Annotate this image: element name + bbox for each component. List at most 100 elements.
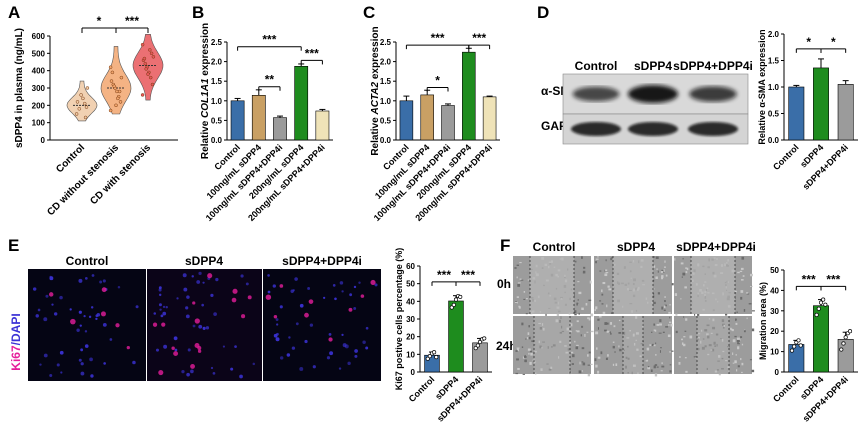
dapi-nucleus xyxy=(299,303,304,308)
cell-texture xyxy=(632,364,636,367)
cell-texture xyxy=(721,339,724,342)
cell-texture xyxy=(653,279,655,282)
panel-label-d: D xyxy=(537,3,549,22)
dapi-nucleus xyxy=(358,281,361,284)
cell-texture xyxy=(730,327,732,330)
cell-texture xyxy=(684,357,687,359)
cell-texture xyxy=(664,296,666,298)
data-point xyxy=(798,343,803,348)
cell-texture xyxy=(737,365,740,368)
cell-texture xyxy=(606,304,608,308)
ki67-positive-cell xyxy=(158,369,164,376)
cell-texture xyxy=(746,317,748,320)
cell-texture xyxy=(597,318,600,321)
dapi-nucleus xyxy=(328,332,332,336)
cell-texture xyxy=(651,343,654,347)
cell-texture xyxy=(601,289,603,293)
cell-texture xyxy=(547,346,549,349)
cell-texture xyxy=(714,370,718,373)
cell-texture xyxy=(721,357,724,360)
dapi-nucleus xyxy=(292,289,295,292)
y-tick-label: 0.0 xyxy=(768,136,780,145)
blot-band-gapdh-lane-2 xyxy=(688,122,738,136)
cell-texture xyxy=(661,365,665,368)
y-tick-label: 0 xyxy=(41,136,46,145)
cell-texture xyxy=(577,299,580,301)
dapi-nucleus xyxy=(187,348,191,352)
scratch-image-1-2 xyxy=(674,316,752,374)
cell-texture xyxy=(528,352,530,355)
cell-texture xyxy=(517,367,520,370)
cell-texture xyxy=(684,286,687,289)
cell-texture xyxy=(653,323,655,326)
cell-texture xyxy=(675,313,678,316)
cell-texture xyxy=(727,346,730,348)
cell-texture xyxy=(612,363,615,366)
cell-texture xyxy=(569,370,571,373)
cell-texture xyxy=(588,299,592,302)
cell-texture xyxy=(597,327,599,330)
cell-texture xyxy=(569,323,573,327)
bar-2 xyxy=(837,84,854,141)
y-tick-label: 100 xyxy=(32,119,46,128)
cell-texture xyxy=(627,357,630,360)
dapi-nucleus xyxy=(245,282,249,286)
significance-label: *** xyxy=(305,46,319,60)
data-point xyxy=(453,297,459,302)
cell-texture xyxy=(636,348,639,351)
cell-texture xyxy=(670,323,673,327)
cell-texture xyxy=(734,290,737,293)
cell-texture xyxy=(531,340,534,343)
cell-texture xyxy=(540,368,543,371)
cell-texture xyxy=(715,333,719,336)
y-axis-title: Migration area (%) xyxy=(758,282,768,360)
data-point xyxy=(814,312,819,317)
dapi-nucleus xyxy=(309,323,314,327)
cell-texture xyxy=(587,364,591,366)
dapi-nucleus xyxy=(213,312,217,316)
ki67-positive-cell xyxy=(194,318,200,324)
cell-texture xyxy=(561,330,565,333)
cell-texture xyxy=(546,363,549,365)
dapi-nucleus xyxy=(344,344,349,349)
cell-texture xyxy=(661,362,663,365)
cell-texture xyxy=(663,309,666,312)
data-point xyxy=(75,100,80,104)
cell-texture xyxy=(655,276,658,279)
ki67-positive-cell xyxy=(190,363,195,369)
micro-e-header-sdpp4-dpp4i: sDPP4+DPP4i xyxy=(282,254,362,268)
cell-texture xyxy=(708,344,712,347)
cell-texture xyxy=(564,345,567,347)
cell-texture xyxy=(704,329,708,332)
cell-texture xyxy=(725,360,728,362)
cell-texture xyxy=(576,302,578,306)
cell-texture xyxy=(587,373,591,377)
dapi-nucleus xyxy=(353,307,357,310)
cell-texture xyxy=(516,276,518,279)
cell-texture xyxy=(660,271,663,273)
cell-texture xyxy=(627,345,629,348)
data-point xyxy=(816,306,821,311)
bar-2 xyxy=(837,339,854,373)
dapi-nucleus xyxy=(88,315,92,319)
dapi-nucleus xyxy=(240,274,244,278)
dapi-nucleus xyxy=(212,371,216,375)
cell-texture xyxy=(575,330,577,332)
cell-texture xyxy=(574,340,576,343)
ki67-positive-cell xyxy=(232,288,238,294)
dapi-nucleus xyxy=(347,361,351,366)
cell-texture xyxy=(682,343,686,347)
cell-texture xyxy=(612,345,615,349)
cell-texture xyxy=(741,256,745,260)
cell-texture xyxy=(606,322,609,325)
cell-texture xyxy=(602,281,606,285)
data-point xyxy=(119,75,124,80)
data-point xyxy=(116,96,120,101)
dapi-nucleus xyxy=(159,308,162,311)
cell-texture xyxy=(656,366,659,368)
cell-texture xyxy=(714,345,717,347)
micro-f-row-24h: 24h xyxy=(496,339,517,353)
dapi-nucleus xyxy=(230,367,234,371)
dapi-nucleus xyxy=(84,344,89,348)
